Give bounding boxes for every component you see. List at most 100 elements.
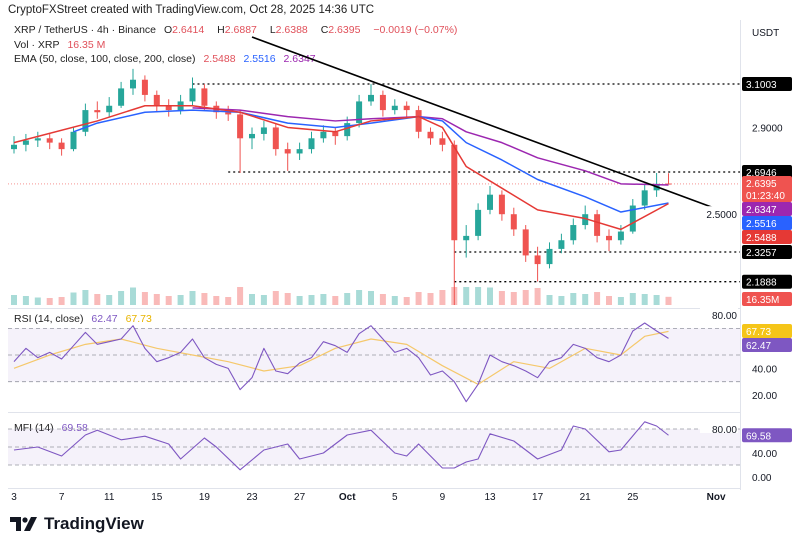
volume-bar — [260, 295, 267, 305]
credit-text: CryptoFXStreet created with TradingView.… — [8, 4, 375, 16]
volume-bar — [130, 287, 136, 305]
candle-body — [379, 94, 386, 111]
candle-body — [189, 88, 196, 102]
level-2.6946-badge-text: 2.6946 — [746, 168, 777, 179]
volume-bar — [249, 294, 255, 305]
volume-bar — [629, 293, 636, 305]
rsi-tick: 20.00 — [752, 391, 777, 402]
level-2.3257-badge-text: 2.3257 — [746, 248, 777, 259]
tradingview-logo-text: TradingView — [44, 514, 144, 533]
tradingview-logo: TradingView — [10, 514, 144, 534]
candle-body — [558, 240, 565, 249]
rsi-value: 62.47 — [91, 313, 118, 325]
candle-body — [165, 105, 172, 111]
symbol-name[interactable]: XRP / TetherUS · 4h · Binance — [14, 24, 157, 36]
volume-bar — [296, 296, 303, 305]
rsi-ma-badge — [742, 324, 792, 338]
volume-bar — [106, 295, 113, 305]
volume-bar — [308, 295, 315, 305]
candle-body — [498, 194, 505, 215]
low-label: L — [269, 24, 276, 36]
volume-bar — [510, 292, 517, 305]
volume-bar — [22, 296, 29, 305]
price-axis-border — [740, 20, 741, 490]
candle-body — [439, 138, 446, 145]
rsi-line — [13, 322, 669, 403]
rsi-label[interactable]: RSI (14, close) — [14, 313, 84, 325]
ema-label[interactable]: EMA (50, close, 100, close, 200, close) — [14, 53, 196, 65]
price-tick-bg — [700, 206, 738, 219]
volume-bar — [213, 296, 220, 305]
volume-bar — [58, 297, 65, 305]
volume-bar — [582, 294, 589, 305]
ema100-value: 2.5516 — [243, 53, 276, 65]
price-tick: 2.9000 — [752, 123, 783, 134]
candle-body — [665, 183, 672, 185]
ema200-value: 2.6347 — [283, 53, 316, 65]
ema50-badge — [742, 230, 792, 244]
rsi-tick: 80.00 — [712, 311, 737, 322]
candle-body — [70, 131, 77, 150]
candle-body — [391, 105, 398, 111]
volume-bar — [368, 291, 374, 305]
volume-bar — [439, 290, 446, 305]
close-value: 2.6395 — [328, 24, 361, 36]
volume-badge-text: 16.35M — [746, 295, 779, 306]
candle-body — [201, 88, 208, 106]
volume-bar — [82, 290, 89, 305]
volume-bar — [641, 294, 648, 305]
tradingview-logo-icon — [10, 517, 37, 531]
level-2.6946-badge — [742, 164, 792, 179]
mfi-label[interactable]: MFI (14) — [14, 422, 54, 434]
volume-label[interactable]: Vol · XRP — [14, 39, 60, 51]
change-value: −0.0019 (−0.07%) — [373, 24, 458, 36]
volume-bar — [546, 295, 553, 305]
volume-bar — [118, 291, 125, 305]
candle-body — [22, 140, 29, 145]
candle-body — [308, 138, 315, 150]
mfi-badge-text: 69.58 — [746, 431, 771, 442]
candle-body — [617, 231, 624, 241]
ema-legend: EMA (50, close, 100, close, 200, close) … — [14, 53, 321, 65]
date-tick: 17 — [532, 492, 544, 503]
volume-bar — [284, 293, 291, 305]
volume-bar — [201, 293, 208, 305]
volume-bar — [498, 291, 505, 305]
level-2.1888-badge-text: 2.1888 — [746, 278, 777, 289]
candle-body — [260, 127, 267, 134]
date-tick: Nov — [707, 492, 726, 503]
candle-body — [522, 229, 529, 256]
volume-bar — [153, 294, 160, 305]
candle-body — [249, 133, 255, 139]
volume-bar — [653, 295, 660, 305]
candle-body — [58, 142, 65, 150]
ema200-badge — [742, 202, 792, 216]
volume-bar — [356, 290, 363, 305]
ema100-line — [73, 109, 669, 213]
mfi-tick: 40.00 — [752, 449, 777, 460]
volume-bar — [463, 287, 470, 305]
date-tick: 15 — [151, 492, 163, 503]
level-2.3257-badge — [742, 245, 792, 260]
candle-body — [463, 235, 470, 241]
candle-body — [606, 235, 612, 241]
volume-bar — [558, 296, 565, 305]
volume-bar — [534, 288, 541, 305]
volume-bar — [332, 296, 339, 305]
rsi-tick-bg — [700, 307, 738, 320]
candle-body — [225, 112, 232, 115]
ema50-line — [13, 105, 669, 231]
candle-body — [46, 138, 53, 143]
date-tick: 25 — [627, 492, 639, 503]
candle-body — [534, 255, 541, 265]
candle-body — [141, 79, 148, 95]
symbol-legend: XRP / TetherUS · 4h · Binance O2.6414 H2… — [14, 24, 462, 36]
volume-bar — [237, 287, 244, 305]
candle-body — [34, 138, 41, 141]
mfi-value: 69.58 — [61, 422, 88, 434]
candle-body — [153, 94, 160, 106]
rsi-badge — [742, 338, 792, 352]
date-tick: 9 — [440, 492, 446, 503]
candle-body — [237, 114, 244, 139]
